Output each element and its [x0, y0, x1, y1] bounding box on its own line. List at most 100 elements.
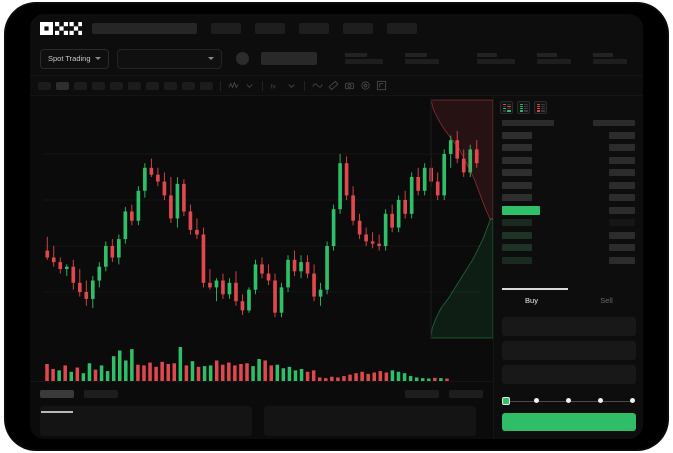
bottom-tab-active-underline [41, 411, 73, 413]
timeframe-3[interactable] [74, 81, 87, 90]
orderbook-bid-row[interactable] [502, 242, 635, 255]
slider-step-75[interactable] [598, 398, 603, 403]
svg-text:fx: fx [271, 83, 277, 90]
timeframe-7[interactable] [146, 81, 159, 90]
orderbook-mode-bids-icon[interactable] [517, 101, 530, 114]
orderbook-ask-row[interactable] [502, 167, 635, 180]
main-body: Buy Sell [30, 96, 643, 439]
nav-item-3[interactable] [299, 22, 329, 34]
orderbook-last-price-row[interactable] [502, 204, 635, 217]
chart-toolbar: fx [30, 76, 643, 96]
orderbook-col-price [502, 120, 554, 126]
orderbook-bid-row[interactable] [502, 254, 635, 267]
bottom-tab-open-orders[interactable] [40, 390, 74, 398]
timeframe-10[interactable] [200, 81, 213, 90]
indicator-icon[interactable]: fx [270, 80, 281, 91]
orderbook-ask-row[interactable] [502, 129, 635, 142]
slider-step-50[interactable] [566, 398, 571, 403]
nav-item-2[interactable] [255, 22, 285, 34]
bottom-action-1[interactable] [405, 390, 439, 398]
stat-24h-change [404, 52, 439, 65]
ruler-icon[interactable] [328, 80, 339, 91]
candlestick-chart[interactable] [30, 96, 493, 351]
stat-last-price [344, 52, 383, 65]
bottom-panel-left[interactable] [40, 406, 252, 436]
amount-percent-slider[interactable] [502, 396, 636, 406]
market-type-label: Spot Trading [48, 54, 91, 63]
candlestick-chart-svg [44, 131, 480, 318]
chevron-down-icon [207, 57, 214, 60]
orderbook-header [494, 118, 643, 129]
order-total-field[interactable] [502, 364, 636, 384]
orderbook-bid-row[interactable] [502, 217, 635, 230]
nav-item-5[interactable] [387, 22, 417, 34]
chevron-down-icon [94, 57, 101, 60]
volume-histogram-svg [45, 347, 449, 381]
pair-coin-avatar [235, 52, 249, 65]
order-form-tabs: Buy Sell [494, 290, 643, 311]
okx-logo[interactable] [40, 21, 82, 35]
bottom-action-2[interactable] [449, 390, 483, 398]
bottom-panel-right[interactable] [264, 406, 476, 436]
fullscreen-icon[interactable] [376, 80, 387, 91]
market-pair-bar: Spot Trading [30, 42, 643, 76]
timeframe-1[interactable] [38, 81, 51, 90]
slider-step-100[interactable] [630, 398, 635, 403]
tab-buy[interactable]: Buy [525, 295, 538, 305]
timeframe-9[interactable] [182, 81, 195, 90]
chevron-down-icon[interactable] [244, 80, 255, 91]
depth-chart-svg [430, 99, 494, 339]
orderbook-ask-row[interactable] [502, 154, 635, 167]
bottom-panel-content [30, 398, 493, 436]
orderbook-ask-row[interactable] [502, 179, 635, 192]
timeframe-6[interactable] [128, 81, 141, 90]
orderbook-bid-row[interactable] [502, 229, 635, 242]
stat-24h-low [537, 52, 571, 65]
toolbar-divider [262, 80, 263, 91]
order-price-field[interactable] [502, 316, 636, 336]
slider-handle[interactable] [502, 397, 510, 405]
volume-histogram [30, 339, 493, 385]
top-navigation-bar [30, 14, 643, 42]
pair-name-label [260, 52, 317, 65]
stat-24h-high [477, 52, 515, 65]
order-amount-field[interactable] [502, 340, 636, 360]
tab-sell[interactable]: Sell [600, 295, 613, 305]
market-type-selector[interactable]: Spot Trading [40, 48, 109, 69]
trading-pair-selector[interactable] [116, 48, 222, 69]
bottom-orders-panel [30, 381, 493, 439]
camera-icon[interactable] [344, 80, 355, 91]
slider-step-25[interactable] [534, 398, 539, 403]
order-form: Buy Sell [494, 288, 643, 384]
place-buy-order-button[interactable] [502, 413, 636, 431]
global-search-input[interactable] [92, 22, 197, 34]
app-screen: Spot Trading [30, 14, 643, 439]
wave-line-icon[interactable] [312, 80, 323, 91]
device-frame: Spot Trading [6, 4, 667, 449]
orderbook-and-order-form-panel: Buy Sell [493, 96, 643, 439]
timeframe-4[interactable] [92, 81, 105, 90]
orderbook-depth-overlay [425, 98, 494, 340]
order-form-fields [494, 311, 643, 384]
stat-24h-volume [593, 52, 627, 65]
zigzag-line-icon[interactable] [228, 80, 239, 91]
timeframe-5[interactable] [110, 81, 123, 90]
orderbook-mode-both-icon[interactable] [500, 101, 513, 114]
orderbook-ask-row[interactable] [502, 142, 635, 155]
timeframe-8[interactable] [164, 81, 177, 90]
nav-item-1[interactable] [211, 22, 241, 34]
orderbook-mode-asks-icon[interactable] [534, 101, 547, 114]
bottom-panel-tabs [30, 382, 493, 398]
okx-pixel-logo-icon [40, 21, 82, 35]
chevron-down-icon[interactable] [286, 80, 297, 91]
timeframe-2[interactable] [56, 81, 69, 90]
orderbook-ask-row[interactable] [502, 192, 635, 205]
nav-item-4[interactable] [343, 22, 373, 34]
bottom-tab-order-history[interactable] [84, 390, 118, 398]
orderbook-display-modes [494, 96, 643, 118]
settings-gear-icon[interactable] [360, 80, 371, 91]
orderbook-col-size [593, 120, 635, 126]
orderbook-rows [494, 129, 643, 267]
toolbar-divider [304, 80, 305, 91]
buy-tab-active-underline [502, 288, 568, 290]
